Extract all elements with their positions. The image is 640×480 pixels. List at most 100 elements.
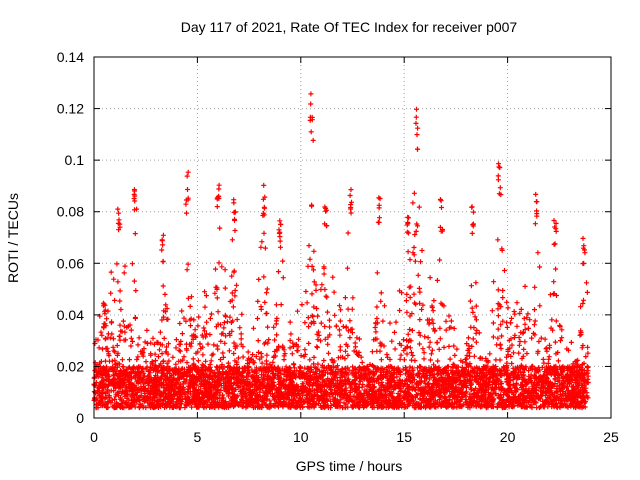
data-point	[350, 295, 356, 301]
data-point	[177, 392, 183, 398]
data-point	[568, 401, 574, 407]
data-point	[136, 398, 142, 403]
data-point	[421, 350, 427, 356]
data-point	[558, 338, 563, 344]
data-point	[260, 389, 266, 395]
data-point	[434, 378, 440, 384]
data-point	[522, 339, 528, 345]
data-point	[571, 404, 577, 409]
data-point	[189, 294, 194, 300]
data-point	[399, 290, 405, 296]
data-point	[312, 364, 318, 370]
data-point	[572, 369, 578, 375]
data-point	[556, 386, 562, 391]
data-point	[310, 369, 316, 375]
data-point	[264, 396, 270, 402]
data-point	[573, 375, 579, 381]
data-point	[320, 379, 325, 385]
data-point	[397, 341, 403, 347]
data-point	[287, 319, 293, 325]
data-point	[161, 314, 167, 320]
data-point	[238, 373, 244, 379]
data-point	[211, 401, 217, 407]
data-point	[221, 377, 227, 382]
data-point	[568, 339, 574, 345]
data-point	[116, 333, 122, 339]
data-point	[585, 350, 591, 356]
data-point	[225, 360, 231, 366]
data-point	[519, 382, 524, 388]
data-point	[502, 268, 507, 273]
data-point	[164, 344, 169, 350]
data-point	[128, 371, 134, 377]
x-axis-label: GPS time / hours	[296, 458, 403, 474]
data-point	[412, 232, 418, 238]
data-point	[190, 356, 196, 362]
data-point	[495, 306, 501, 312]
data-point	[165, 316, 171, 322]
data-point	[549, 317, 555, 323]
data-point	[452, 395, 457, 400]
data-point	[322, 287, 328, 292]
data-point	[458, 358, 464, 364]
data-point	[222, 285, 228, 291]
data-point	[306, 243, 312, 249]
data-point	[502, 387, 508, 393]
data-point	[339, 373, 345, 379]
data-point	[490, 320, 496, 326]
data-point	[390, 399, 396, 405]
data-point	[100, 390, 106, 396]
data-point	[143, 366, 149, 372]
data-point	[407, 364, 413, 370]
data-point	[452, 378, 458, 384]
data-point	[421, 391, 427, 397]
data-point	[306, 340, 312, 346]
data-point	[322, 336, 328, 342]
data-point	[276, 269, 281, 275]
data-point	[203, 293, 209, 299]
data-point	[242, 379, 248, 385]
data-point	[479, 401, 484, 407]
data-point	[519, 364, 525, 369]
data-point	[186, 364, 192, 370]
data-point	[562, 390, 568, 396]
data-point	[473, 330, 479, 336]
data-point	[499, 373, 505, 379]
data-point	[544, 366, 550, 372]
data-point	[495, 287, 501, 293]
data-point	[318, 320, 324, 326]
data-point	[118, 368, 124, 374]
data-point	[451, 389, 457, 395]
data-point	[179, 308, 185, 314]
data-point	[339, 386, 345, 392]
data-point	[473, 392, 479, 398]
data-point	[311, 267, 316, 273]
data-point	[195, 323, 201, 329]
data-point	[395, 365, 401, 371]
data-point	[96, 345, 102, 351]
data-point	[128, 327, 134, 333]
data-point	[505, 389, 511, 395]
data-point	[135, 390, 141, 395]
data-point	[529, 404, 535, 410]
data-point	[282, 351, 288, 357]
data-point	[152, 364, 158, 370]
data-point	[420, 346, 426, 352]
data-point	[121, 270, 127, 276]
data-point	[360, 395, 366, 401]
data-point	[163, 349, 169, 355]
data-point	[435, 383, 441, 389]
data-point	[250, 375, 256, 381]
data-point	[105, 335, 111, 341]
data-point	[152, 351, 158, 357]
data-point	[434, 277, 440, 283]
data-point	[474, 327, 480, 333]
data-point	[350, 399, 356, 405]
data-point	[261, 274, 267, 280]
data-point	[205, 341, 211, 347]
data-point	[264, 352, 270, 358]
data-point	[274, 315, 280, 321]
data-point	[98, 380, 104, 386]
data-point	[537, 303, 543, 309]
data-point	[334, 403, 339, 409]
